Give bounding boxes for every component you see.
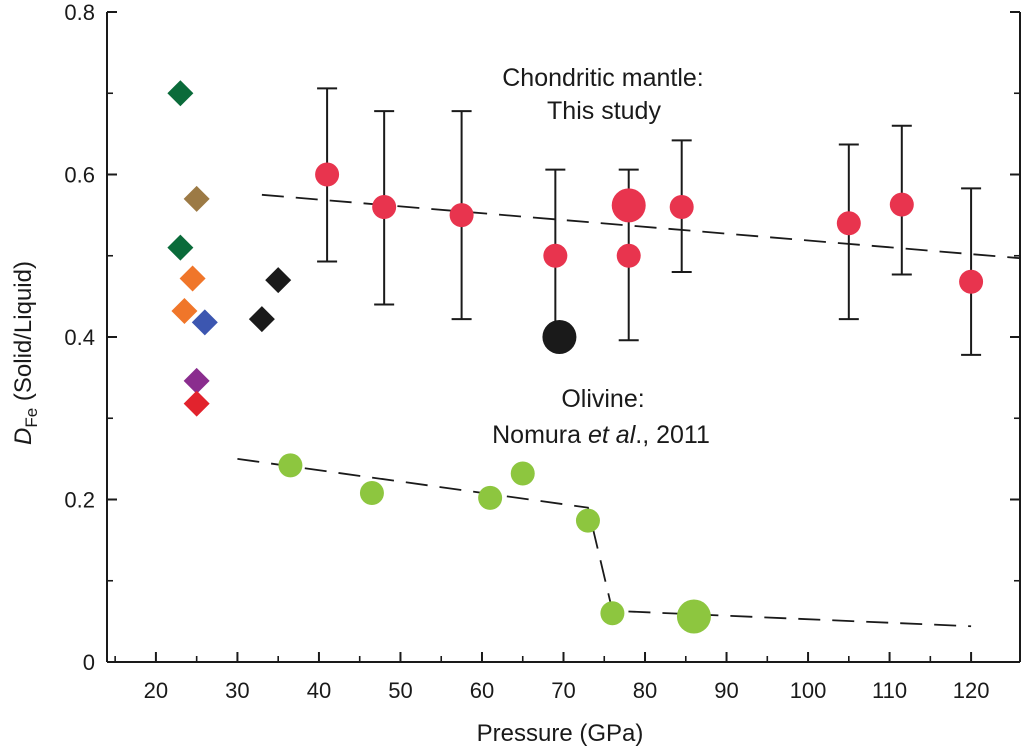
trend-line-1 bbox=[237, 457, 972, 628]
circle-point bbox=[836, 211, 861, 236]
y-axis-label: DFe (Solid/Liquid) bbox=[10, 261, 41, 445]
circle-point bbox=[889, 192, 914, 217]
x-tick-label: 50 bbox=[388, 678, 412, 703]
error-bars bbox=[317, 87, 982, 356]
x-tick-label: 70 bbox=[551, 678, 575, 703]
diamond-point bbox=[248, 306, 275, 333]
annotation-chondritic-line1: Chondritic mantle: bbox=[502, 64, 703, 92]
y-tick-label: 0.4 bbox=[64, 325, 95, 350]
diamond-point bbox=[183, 185, 210, 212]
x-tick-label: 60 bbox=[470, 678, 494, 703]
y-tick-label: 0.8 bbox=[64, 0, 95, 25]
diamond-point bbox=[171, 298, 198, 324]
circle-point bbox=[543, 243, 568, 268]
x-tick-label: 110 bbox=[872, 678, 907, 703]
x-tick-label: 80 bbox=[633, 678, 657, 703]
circle-point bbox=[669, 195, 694, 219]
annotation-olivine-line2: Nomura et al., 2011 bbox=[492, 421, 710, 449]
trend-line-0 bbox=[261, 193, 1021, 260]
y-axis-label-rest: (Solid/Liquid) bbox=[10, 261, 37, 408]
diamond-point bbox=[167, 234, 194, 261]
annotation-olivine-author: Nomura bbox=[492, 421, 588, 449]
y-tick-label: 0.6 bbox=[64, 163, 95, 188]
circle-point bbox=[616, 243, 641, 268]
x-axis-label: Pressure (GPa) bbox=[477, 720, 644, 747]
circle-point bbox=[372, 195, 397, 219]
axes: 20 30 40 50 60 70 80 90 100 110 120 0 0.2 0.4 0.6 0.8 bbox=[64, 0, 1021, 703]
x-tick-label: 40 bbox=[307, 678, 331, 703]
circle-point bbox=[575, 508, 600, 533]
y-axis-label-main: D bbox=[10, 428, 37, 445]
circle-point bbox=[676, 599, 711, 634]
diamond-point bbox=[167, 80, 194, 107]
trend-lines bbox=[237, 193, 1021, 628]
data-marks bbox=[167, 80, 984, 634]
x-tick-label: 90 bbox=[714, 678, 738, 703]
y-axis-label-sub: Fe bbox=[22, 408, 41, 428]
circle-point bbox=[449, 203, 474, 228]
x-tick-label: 100 bbox=[790, 678, 827, 703]
diamond-point bbox=[265, 267, 292, 294]
annotation-chondritic-line2: This study bbox=[547, 97, 661, 125]
circle-point bbox=[359, 481, 384, 505]
circle-point bbox=[278, 453, 303, 478]
diamond-point bbox=[179, 265, 206, 292]
diamond-point bbox=[183, 390, 210, 417]
annotation-olivine-line1: Olivine: bbox=[561, 385, 644, 413]
x-tick-label: 120 bbox=[953, 678, 990, 703]
circle-point bbox=[478, 485, 503, 510]
y-tick-label: 0 bbox=[83, 650, 95, 675]
diamond-point bbox=[183, 367, 210, 394]
circle-point bbox=[611, 188, 646, 223]
circle-point bbox=[542, 320, 577, 354]
circle-point bbox=[315, 162, 340, 187]
circle-point bbox=[959, 269, 984, 294]
diamond-point bbox=[191, 309, 218, 336]
annotation-olivine-year: ., 2011 bbox=[635, 421, 710, 449]
y-tick-label: 0.2 bbox=[64, 488, 95, 513]
circle-point bbox=[600, 601, 625, 626]
annotation-olivine-etal: et al bbox=[588, 421, 637, 449]
circle-point bbox=[510, 461, 535, 486]
x-tick-label: 30 bbox=[225, 678, 249, 703]
x-tick-label: 20 bbox=[144, 678, 168, 703]
